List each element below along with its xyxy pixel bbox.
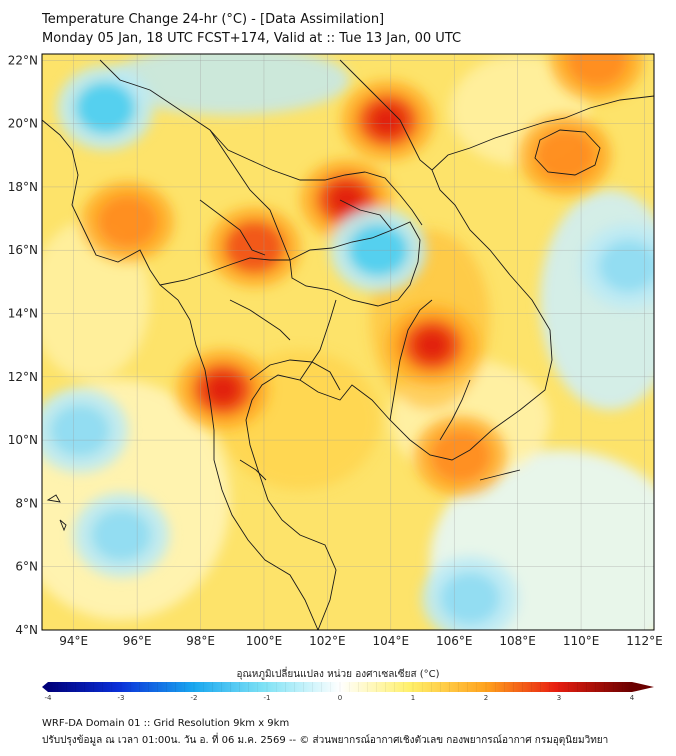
colorbar-ticks: -4 -3 -2 -1 0 1 2 3 4 [45,682,635,702]
lon-tick-label: 100°E [246,634,283,648]
warm-spot [81,181,174,262]
map-gridlines [42,54,654,630]
colorbar: -4 -3 -2 -1 0 1 2 3 4 [42,682,654,702]
colorbar-tick-label: -4 [45,694,53,702]
map-plot-area [42,54,654,630]
footer-credits: ปรับปรุงข้อมูล ณ เวลา 01:00น. วัน อ. ที่… [42,735,609,746]
colorbar-tick-label: 1 [411,694,415,702]
warm-spot [208,207,301,288]
warm-spot [414,415,507,496]
lon-tick-label: 112°E [626,634,663,648]
temperature-change-map: 22°N 20°N 18°N 16°N 14°N 12°N 10°N 8°N 6°N 4°N 94°… [8,53,663,702]
colorbar-min-arrow [42,682,48,692]
lat-tick-label: 14°N [8,307,38,321]
lon-tick-label: 96°E [123,634,152,648]
warm-spot [550,54,643,101]
lon-tick-label: 104°E [373,634,410,648]
lat-tick-label: 16°N [8,243,38,257]
colorbar-tick-label: 4 [630,694,635,702]
lon-tick-label: 98°E [186,634,215,648]
colorbar-label: อุณหภูมิเปลี่ยนแปลง หน่วย องศาเซลเซียส (… [236,669,440,680]
lon-tick-label: 102°E [309,634,346,648]
warm-spot [386,305,479,386]
map-frame [41,53,655,631]
chart-title: Temperature Change 24-hr (°C) - [Data As… [42,12,385,27]
lat-tick-label: 12°N [8,370,38,384]
warm-spot [341,80,434,161]
cool-spot [422,556,519,630]
colorbar-ramp [48,682,632,692]
colorbar-tick-label: 0 [338,694,342,702]
lon-tick-label: 108°E [499,634,536,648]
cool-spot [42,388,129,473]
lat-tick-label: 22°N [8,53,38,67]
coastlines-borders [42,59,654,630]
colorbar-tick-label: 2 [484,694,488,702]
colorbar-max-arrow [632,682,654,692]
lat-tick-label: 8°N [15,496,38,510]
map-axis-labels: 22°N 20°N 18°N 16°N 14°N 12°N 10°N 8°N 6°N 4°N 94°… [8,53,663,648]
cool-spot [57,65,154,150]
chart-subtitle: Monday 05 Jan, 18 UTC FCST+174, Valid at… [42,31,462,46]
lon-tick-label: 106°E [436,634,473,648]
cool-spot [580,224,654,309]
warm-spot [176,349,269,430]
cool-spot [73,493,170,578]
lat-tick-label: 20°N [8,117,38,131]
colorbar-tick-label: -1 [264,694,271,702]
colorbar-tick-label: 3 [557,694,561,702]
lat-tick-label: 18°N [8,180,38,194]
colorbar-tick-label: -2 [191,694,198,702]
lat-tick-label: 10°N [8,433,38,447]
footer-model-info: WRF-DA Domain 01 :: Grid Resolution 9km … [42,718,290,729]
lat-tick-label: 6°N [15,560,38,574]
colorbar-tick-label: -3 [118,694,125,702]
lat-tick-label: 4°N [15,623,38,637]
lon-tick-label: 94°E [59,634,88,648]
lon-tick-label: 110°E [563,634,600,648]
